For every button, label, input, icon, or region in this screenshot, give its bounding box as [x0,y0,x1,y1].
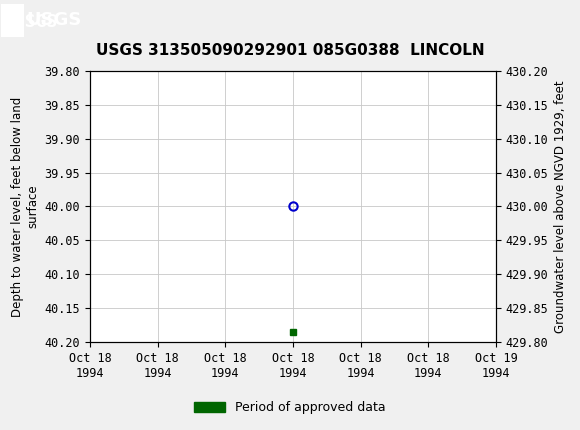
Text: ≋: ≋ [3,12,18,29]
Text: USGS: USGS [26,12,81,29]
Y-axis label: Depth to water level, feet below land
surface: Depth to water level, feet below land su… [11,96,39,316]
Text: USGS 313505090292901 085G0388  LINCOLN: USGS 313505090292901 085G0388 LINCOLN [96,43,484,58]
Bar [1,4,24,37]
Text: █USGS: █USGS [3,10,57,31]
Y-axis label: Groundwater level above NGVD 1929, feet: Groundwater level above NGVD 1929, feet [554,80,567,333]
Legend: Period of approved data: Period of approved data [189,396,391,419]
